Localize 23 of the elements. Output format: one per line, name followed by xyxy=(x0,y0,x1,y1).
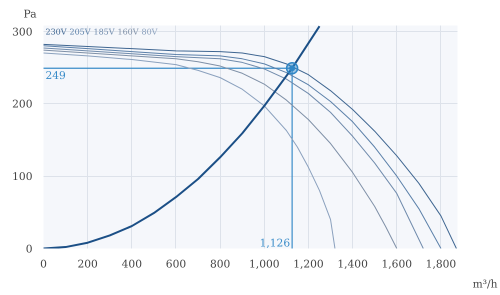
x-tick-label: 0 xyxy=(40,258,48,270)
series-label: 185V xyxy=(94,28,115,36)
y-tick-label: 300 xyxy=(12,25,33,38)
ref-line-label: 1,126 xyxy=(260,236,290,250)
ref-line-label: 249 xyxy=(46,69,66,82)
text: 160V xyxy=(118,28,139,36)
x-tick-label: 400 xyxy=(122,258,142,270)
y-tick-label: 100 xyxy=(12,170,33,184)
y-tick-label: 0 xyxy=(26,242,33,256)
text: 80V xyxy=(142,28,158,36)
x-tick-label: 600 xyxy=(166,258,186,270)
y-tick-label: 200 xyxy=(12,98,33,111)
x-tick-label: 1,600 xyxy=(382,258,412,270)
x-axis-title: m³/h xyxy=(472,278,498,290)
y-axis-title: Pa xyxy=(24,8,38,20)
x-tick-label: 800 xyxy=(210,258,231,270)
x-tick-label: 1,000 xyxy=(249,258,280,270)
x-tick-label: 1,800 xyxy=(426,258,456,270)
x-tick-label: 1,400 xyxy=(337,258,368,270)
series-label: 230V xyxy=(46,28,67,36)
series-label: 205V xyxy=(70,28,91,36)
x-tick-label: 1,200 xyxy=(293,258,324,270)
x-tick-label: 200 xyxy=(77,258,98,270)
